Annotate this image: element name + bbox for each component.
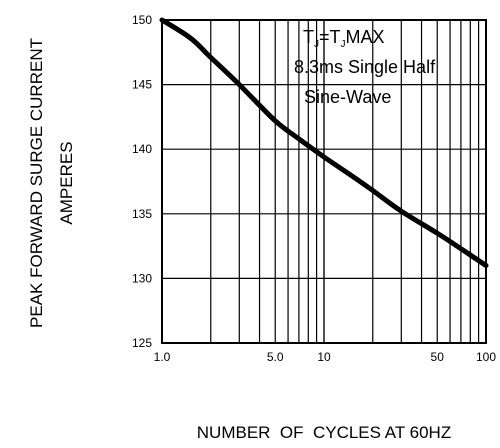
annotation-line-duration: 8.3ms Single Half bbox=[294, 57, 436, 77]
series-line-surge-current bbox=[159, 17, 489, 268]
y-axis-label-line1: PEAK FORWARD SURGE CURRENT bbox=[27, 38, 46, 328]
y-axis-ticks: 125 130 135 140 145 150 bbox=[132, 13, 152, 350]
y-tick-label-125: 125 bbox=[132, 336, 152, 350]
x-axis-ticks: 1.0 5.0 10 50 100 bbox=[154, 350, 497, 364]
y-tick-label-150: 150 bbox=[132, 13, 152, 27]
annotation-line-waveform: Sine-Wave bbox=[304, 87, 391, 107]
y-tick-label-145: 145 bbox=[132, 78, 152, 92]
x-tick-label-5: 5.0 bbox=[267, 350, 284, 364]
x-tick-label-10: 10 bbox=[317, 350, 331, 364]
y-tick-label-130: 130 bbox=[132, 271, 152, 285]
x-tick-label-100: 100 bbox=[476, 350, 496, 364]
y-axis-label-line2: AMPERES bbox=[57, 141, 76, 224]
x-tick-label-1: 1.0 bbox=[154, 350, 171, 364]
annotation-conditions: TJ=TJMAX 8.3ms Single Half Sine-Wave bbox=[294, 27, 436, 107]
y-tick-label-135: 135 bbox=[132, 207, 152, 221]
annotation-line-tj: TJ=TJMAX bbox=[303, 27, 385, 50]
plot-area-frame bbox=[161, 19, 487, 344]
x-axis-label: NUMBER OF CYCLES AT 60HZ bbox=[197, 423, 451, 442]
x-tick-label-50: 50 bbox=[431, 350, 445, 364]
y-tick-label-140: 140 bbox=[132, 142, 152, 156]
